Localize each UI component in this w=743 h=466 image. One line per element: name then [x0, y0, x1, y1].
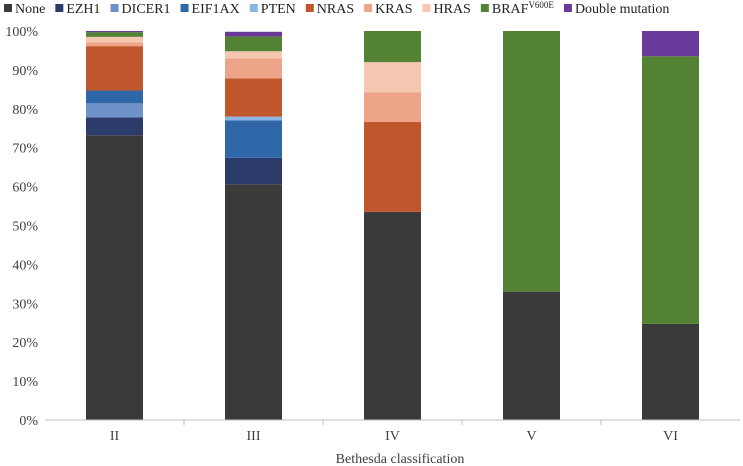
legend-swatch — [563, 4, 572, 12]
legend-item-braf: BRAFV600E — [480, 0, 555, 17]
legend-swatch — [55, 4, 64, 12]
legend-swatch — [422, 4, 431, 12]
legend-label: KRAS — [375, 2, 412, 17]
legend-swatch — [364, 4, 373, 12]
bar-segment-iii-braf — [225, 36, 282, 52]
y-tick-label: 70% — [12, 142, 38, 157]
bar-segment-iii-double-mutation — [225, 31, 282, 37]
legend-swatch — [249, 4, 258, 12]
y-axis-ticks: 0% 10% 20% 30% 40% 50% 60% 70% 80% 90% 100% — [5, 25, 38, 429]
x-axis-ticks: II III IV V VI — [110, 420, 678, 444]
y-tick-label: 20% — [12, 336, 38, 351]
bar-segment-ii-double-mutation — [86, 31, 143, 33]
legend-item-dicer1: DICER1 — [110, 2, 171, 17]
bar-segment-iv-nras — [364, 122, 421, 212]
legend-item-nras: NRAS — [305, 2, 354, 17]
bar-segment-vi-double-mutation — [642, 31, 699, 57]
bar-segment-ii-ezh1 — [86, 117, 143, 136]
bar-segment-ii-none — [86, 135, 143, 420]
y-tick-label: 80% — [12, 103, 38, 118]
legend-label: Double mutation — [575, 2, 670, 17]
legend-item-eif1ax: EIF1AX — [180, 2, 240, 17]
legend-item-hras: HRAS — [422, 2, 471, 17]
legend-swatch — [4, 4, 12, 12]
bar-segment-ii-dicer1 — [86, 103, 143, 118]
bar-segment-iv-hras — [364, 62, 421, 93]
bar-segment-iii-kras — [225, 58, 282, 79]
legend-label: DICER1 — [122, 2, 171, 17]
legend-label: None — [15, 2, 45, 17]
x-tick-label-iv: IV — [385, 429, 400, 444]
bar-segment-iii-ezh1 — [225, 157, 282, 185]
bar-segment-iv-braf — [364, 31, 421, 63]
bar-segment-iii-none — [225, 184, 282, 420]
y-tick-label: 100% — [5, 25, 38, 40]
y-tick-label: 30% — [12, 297, 38, 312]
bars — [86, 31, 699, 420]
bar-segment-ii-braf — [86, 32, 143, 37]
x-tick-label-iii: III — [247, 429, 261, 444]
bar-segment-iii-eif1ax — [225, 120, 282, 158]
y-tick-label: 60% — [12, 181, 38, 196]
legend-label: PTEN — [261, 2, 296, 17]
y-tick-label: 40% — [12, 258, 38, 273]
legend-label: EIF1AX — [192, 2, 240, 17]
bar-segment-v-none — [503, 291, 560, 420]
bar-segment-v-braf — [503, 31, 560, 292]
bar-segment-ii-nras — [86, 46, 143, 91]
bar-segment-vi-none — [642, 323, 699, 420]
legend-label: BRAFV600E — [492, 0, 555, 17]
legend-label-superscript: V600E — [528, 0, 554, 10]
y-tick-label: 90% — [12, 64, 38, 79]
legend-item-pten: PTEN — [249, 2, 296, 17]
bar-segment-iv-kras — [364, 92, 421, 123]
bar-segment-ii-eif1ax — [86, 90, 143, 104]
legend-label: HRAS — [434, 2, 471, 17]
bar-segment-vi-braf — [642, 56, 699, 324]
y-tick-label: 50% — [12, 220, 38, 235]
bar-segment-iv-none — [364, 211, 421, 420]
y-tick-label: 10% — [12, 375, 38, 390]
legend-swatch — [180, 4, 189, 12]
bar-segment-iii-pten — [225, 116, 282, 121]
legend-item-none: None — [4, 2, 45, 17]
legend-label: NRAS — [317, 2, 354, 17]
x-tick-label-ii: II — [110, 429, 120, 444]
legend-item-ezh1: EZH1 — [55, 2, 101, 17]
x-tick-label-vi: VI — [663, 429, 678, 444]
bar-segment-ii-hras — [86, 36, 143, 43]
x-axis-title: Bethesda classification — [336, 452, 465, 466]
bar-segment-ii-kras — [86, 42, 143, 47]
bar-segment-iii-nras — [225, 78, 282, 117]
legend-swatch — [110, 4, 119, 12]
x-tick-label-v: V — [526, 429, 536, 444]
legend-item-double-mutation: Double mutation — [563, 2, 670, 17]
legend: None EZH1 DICER1 EIF1AX PTEN NRAS KRAS HRAS BRAF… — [4, 0, 669, 17]
y-tick-label: 0% — [19, 414, 38, 429]
bar-segment-iii-hras — [225, 51, 282, 59]
legend-item-kras: KRAS — [364, 2, 413, 17]
legend-label: EZH1 — [66, 2, 100, 17]
legend-swatch — [480, 4, 489, 12]
legend-swatch — [305, 4, 314, 12]
